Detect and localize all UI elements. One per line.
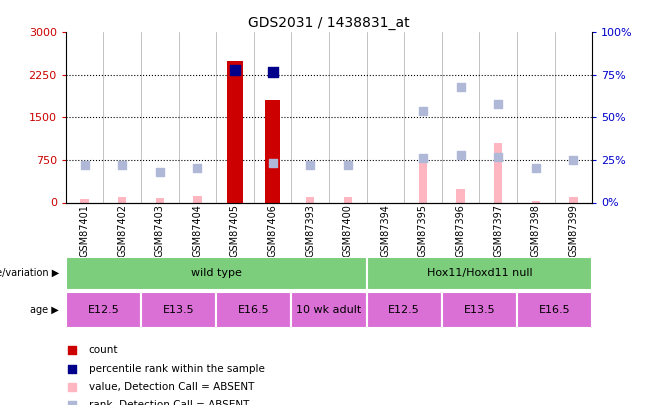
- Bar: [419, 160, 427, 202]
- Text: E13.5: E13.5: [163, 305, 194, 315]
- Text: E12.5: E12.5: [388, 305, 420, 315]
- Bar: [532, 201, 540, 202]
- Text: count: count: [89, 345, 118, 355]
- Bar: [367, 257, 592, 290]
- Point: [267, 68, 278, 75]
- Bar: [569, 197, 578, 202]
- Point: [230, 66, 240, 73]
- Bar: [306, 197, 315, 202]
- Text: 10 wk adult: 10 wk adult: [296, 305, 362, 315]
- Point: [418, 107, 428, 114]
- Point: [117, 162, 128, 168]
- Text: E13.5: E13.5: [464, 305, 495, 315]
- Bar: [228, 61, 243, 202]
- Text: Hox11/Hoxd11 null: Hox11/Hoxd11 null: [426, 269, 532, 278]
- Point: [155, 168, 165, 175]
- Text: E12.5: E12.5: [88, 305, 119, 315]
- Point: [418, 155, 428, 162]
- Bar: [457, 190, 465, 202]
- Point: [530, 165, 541, 172]
- Text: value, Detection Call = ABSENT: value, Detection Call = ABSENT: [89, 382, 254, 392]
- Bar: [442, 292, 517, 328]
- Bar: [193, 196, 201, 202]
- Bar: [265, 100, 280, 202]
- Bar: [216, 292, 291, 328]
- Point: [568, 157, 578, 163]
- Point: [455, 83, 466, 90]
- Bar: [367, 292, 442, 328]
- Point: [80, 162, 90, 168]
- Text: E16.5: E16.5: [539, 305, 570, 315]
- Point: [192, 165, 203, 172]
- Text: age ▶: age ▶: [30, 305, 59, 315]
- Point: [267, 160, 278, 166]
- Text: wild type: wild type: [191, 269, 241, 278]
- Bar: [291, 292, 367, 328]
- Bar: [141, 292, 216, 328]
- Point: [343, 162, 353, 168]
- Bar: [156, 198, 164, 202]
- Bar: [268, 196, 277, 202]
- Point: [493, 153, 503, 160]
- Point: [455, 151, 466, 158]
- Bar: [66, 257, 367, 290]
- Text: percentile rank within the sample: percentile rank within the sample: [89, 364, 265, 373]
- Bar: [66, 292, 141, 328]
- Bar: [118, 197, 126, 202]
- Bar: [80, 199, 89, 202]
- Title: GDS2031 / 1438831_at: GDS2031 / 1438831_at: [248, 16, 410, 30]
- Text: genotype/variation ▶: genotype/variation ▶: [0, 269, 59, 278]
- Bar: [343, 197, 352, 202]
- Bar: [517, 292, 592, 328]
- Point: [305, 162, 315, 168]
- Point: [493, 100, 503, 107]
- Text: E16.5: E16.5: [238, 305, 270, 315]
- Bar: [494, 143, 502, 202]
- Text: rank, Detection Call = ABSENT: rank, Detection Call = ABSENT: [89, 400, 249, 405]
